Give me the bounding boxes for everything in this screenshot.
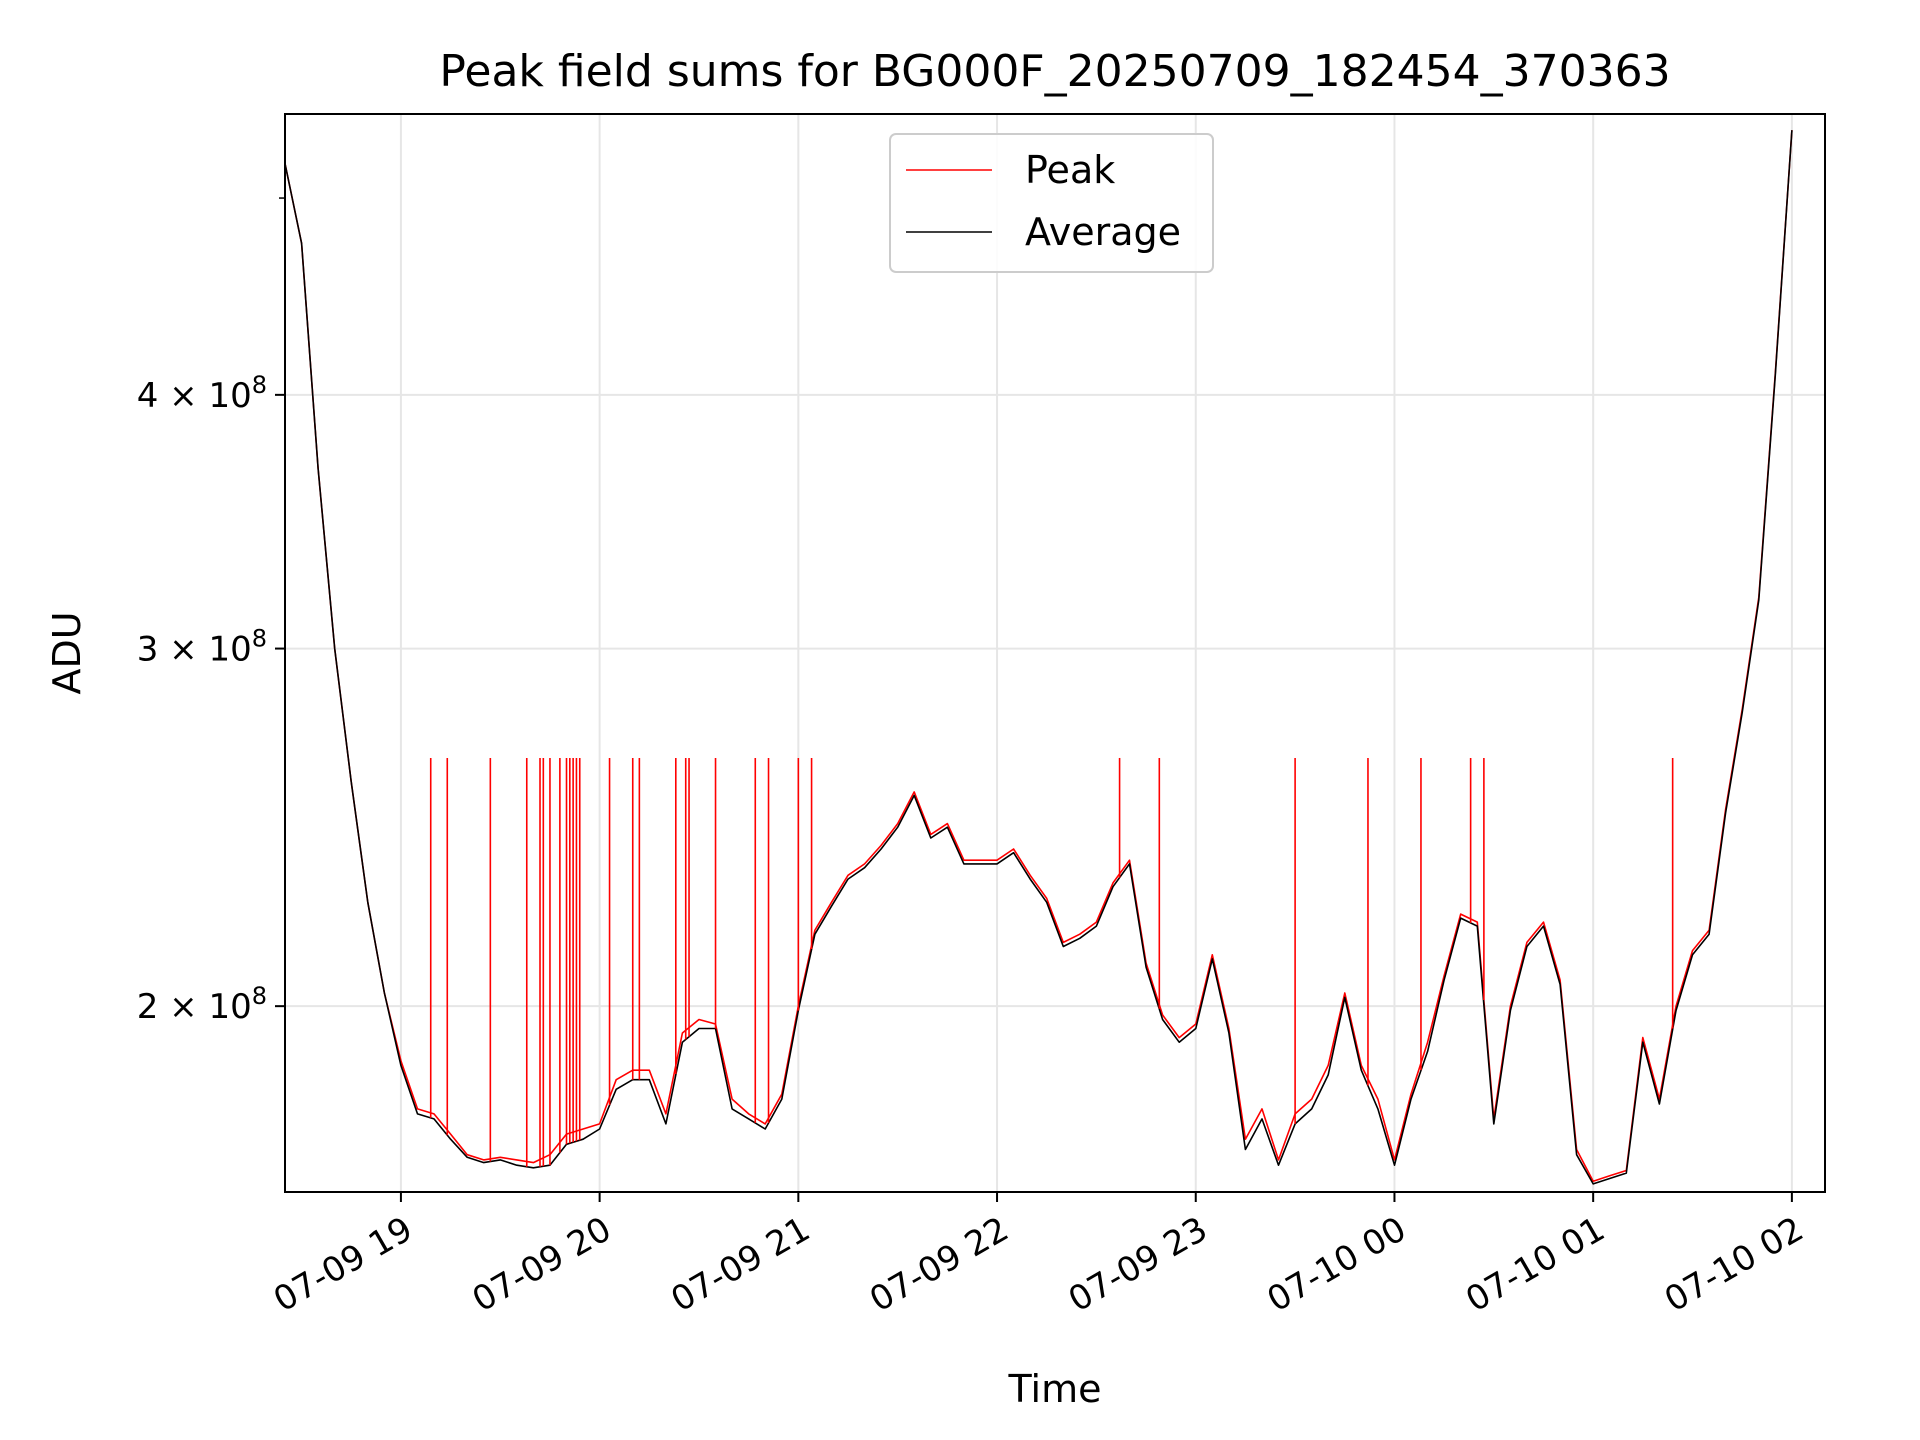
legend-label-peak: Peak: [1025, 148, 1115, 192]
legend: Peak Average: [889, 133, 1214, 273]
series-line-average: [285, 130, 1793, 1185]
y-tick-label: 2 × 108: [137, 982, 267, 1027]
legend-box: [889, 133, 1214, 273]
x-axis-label: Time: [1008, 1367, 1102, 1411]
y-tick-label: 3 × 108: [137, 625, 267, 670]
y-axis-label: ADU: [45, 611, 89, 694]
y-tick-label: 4 × 108: [137, 371, 267, 416]
plot-frame: [284, 113, 1826, 1193]
legend-label-average: Average: [1025, 210, 1181, 254]
plot-series: [285, 130, 1793, 1185]
y-axis: 2 × 108 3 × 108 4 × 108: [137, 197, 285, 1027]
chart-title: Peak field sums for BG000F_20250709_1824…: [439, 46, 1670, 97]
series-line-peak: [285, 130, 1793, 1182]
grid: [285, 114, 1825, 1192]
